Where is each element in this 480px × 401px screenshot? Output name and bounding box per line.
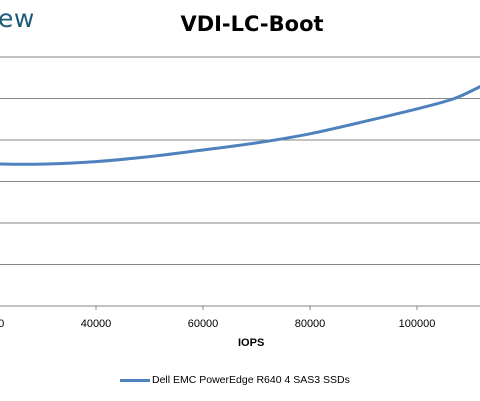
x-tick-label: 60000: [188, 318, 219, 330]
x-tick-label: 80000: [295, 318, 326, 330]
x-tick-label: 20000: [0, 318, 4, 330]
x-tick-label: 100000: [399, 318, 436, 330]
legend: Dell EMC PowerEdge R640 4 SAS3 SSDs: [120, 372, 350, 388]
x-tick-label: 40000: [81, 318, 112, 330]
x-axis-ticks: 20000 40000 60000 80000 100000: [0, 306, 435, 330]
legend-swatch: [120, 378, 150, 382]
brand-logo-fragment: ew: [0, 4, 35, 33]
gridlines: [0, 56, 480, 307]
x-axis-label: IOPS: [238, 337, 265, 349]
legend-label: Dell EMC PowerEdge R640 4 SAS3 SSDs: [152, 374, 350, 386]
series-layer: [0, 85, 480, 166]
chart-title: VDI-LC-Boot: [180, 12, 324, 36]
series-line: [0, 85, 480, 166]
